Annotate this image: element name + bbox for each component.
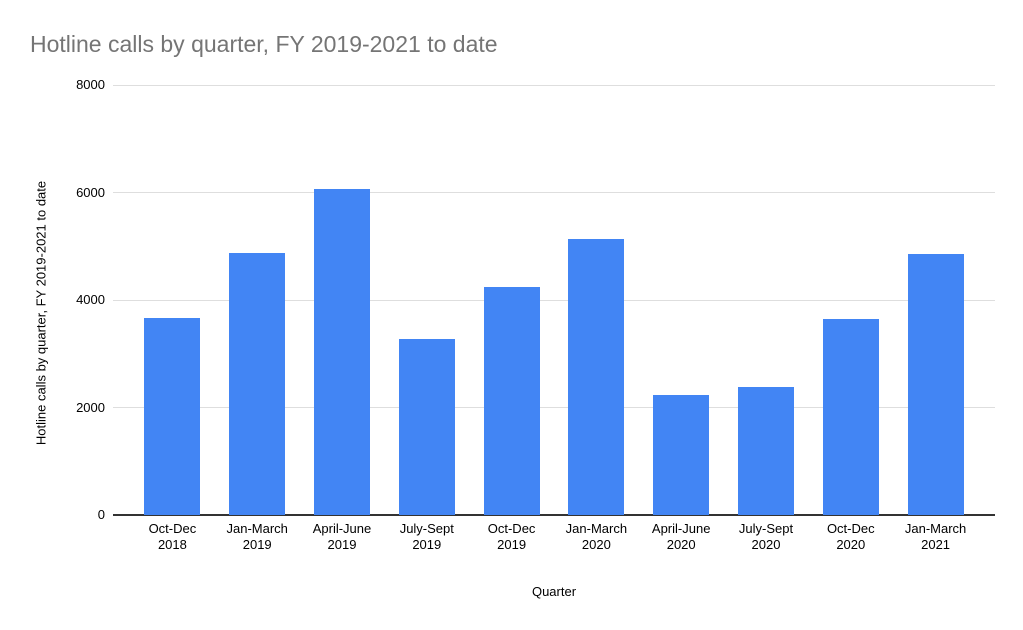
bar-slot [130, 85, 215, 515]
y-axis-tick-label: 2000 [76, 399, 105, 415]
bar-July-Sept 2020 [737, 387, 794, 515]
x-axis-tick-label: Jan-March 2020 [565, 521, 628, 552]
bar-slot [808, 85, 893, 515]
x-axis-tick-label: April-June 2020 [651, 521, 711, 552]
x-axis-tick-label: Oct-Dec 2020 [826, 521, 875, 552]
bar-Jan-March 2019 [229, 252, 286, 515]
x-axis-tick-labels: Oct-Dec 2018 Jan-March 2019 April-June 2019 Ju… [130, 521, 978, 553]
bar-Oct-Dec 2018 [144, 318, 201, 515]
x-axis-tick-label: Jan-March 2019 [226, 521, 288, 552]
bar-slot [215, 85, 300, 515]
x-axis-tick-label: Oct-Dec 2018 [148, 521, 197, 552]
x-axis-title: Quarter [531, 584, 577, 599]
x-axis-tick-label: Oct-Dec 2019 [487, 521, 536, 552]
bar-April-June 2020 [653, 394, 710, 515]
chart-title: Hotline calls by quarter, FY 2019-2021 t… [30, 31, 498, 57]
bar-slot [639, 85, 724, 515]
x-axis-line [113, 514, 995, 516]
x-axis-tick-label: Jan-March 2021 [904, 521, 967, 552]
y-axis-tick-labels: 0 2000 4000 6000 8000 [0, 77, 105, 522]
bar-slot [300, 85, 385, 515]
bar-slot [724, 85, 809, 515]
plot-area [113, 84, 995, 516]
y-axis-tick-label: 4000 [76, 292, 105, 307]
bar-series [130, 85, 978, 515]
y-axis-tick-label: 8000 [76, 77, 105, 92]
gridline-8000 [113, 84, 995, 86]
y-axis-tick-label: 0 [97, 507, 105, 522]
bar-slot [384, 85, 469, 515]
x-axis-tick-label: April-June 2019 [312, 521, 372, 552]
bar-April-June 2019 [313, 189, 370, 515]
bar-Jan-March 2020 [568, 239, 625, 515]
bar-Oct-Dec 2020 [822, 318, 879, 515]
bar-Oct-Dec 2019 [483, 286, 540, 515]
bar-Jan-March 2021 [907, 253, 964, 515]
gridline-4000 [113, 299, 995, 301]
x-axis-tick-label: July-Sept 2020 [738, 521, 794, 552]
x-axis-tick-label: July-Sept 2019 [399, 521, 454, 552]
y-axis-tick-label: 6000 [76, 184, 105, 200]
bar-slot [554, 85, 639, 515]
gridline-2000 [113, 407, 995, 408]
bar-slot [893, 85, 978, 515]
gridline-6000 [113, 192, 995, 193]
bar-July-Sept 2019 [398, 339, 455, 515]
bar-slot [469, 85, 554, 515]
